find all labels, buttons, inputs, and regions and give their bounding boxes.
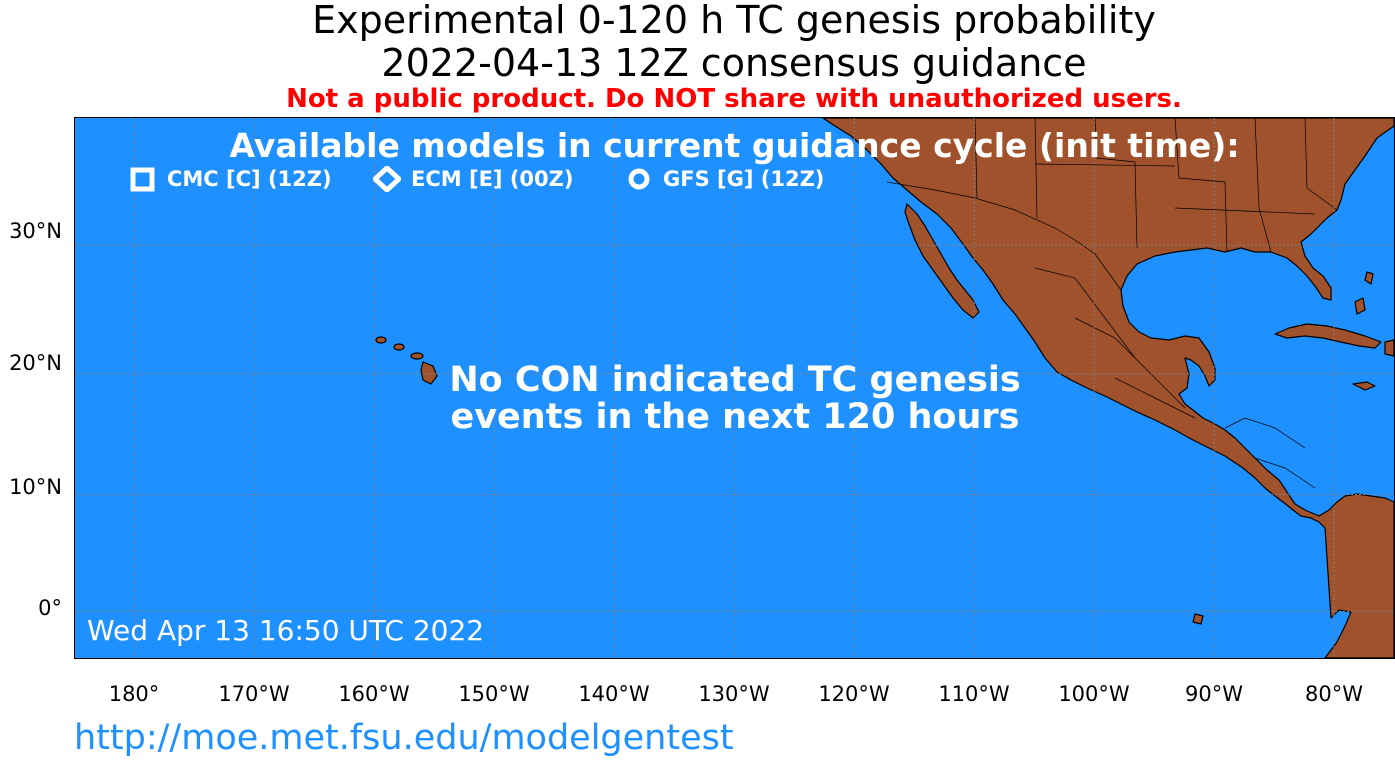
title-line-1: Experimental 0-120 h TC genesis probabil… xyxy=(312,0,1156,42)
lat-label-20n: 20°N xyxy=(9,351,62,375)
models-heading: Available models in current guidance cyc… xyxy=(229,126,1240,165)
lat-label-0: 0° xyxy=(38,596,62,620)
lon-label-140w: 140°W xyxy=(578,682,650,706)
hawaii-oahu xyxy=(393,343,405,351)
lon-label-120w: 120°W xyxy=(818,682,890,706)
legend-label-ecm: ECM [E] (00Z) xyxy=(411,167,574,191)
legend-label-cmc: CMC [C] (12Z) xyxy=(167,167,332,191)
state-border-h xyxy=(1174,207,1316,215)
lon-label-80w: 80°W xyxy=(1305,682,1363,706)
hollow-diamond-icon xyxy=(373,166,401,192)
state-border-b xyxy=(1034,118,1038,219)
timestamp: Wed Apr 13 16:50 UTC 2022 xyxy=(87,614,485,647)
central-america-2 xyxy=(1254,457,1316,489)
lat-label-30n: 30°N xyxy=(9,219,62,243)
mexico-state-1 xyxy=(1034,267,1136,359)
lon-label-100w: 100°W xyxy=(1058,682,1130,706)
legend-item-cmc: CMC [C] (12Z) xyxy=(129,166,332,192)
jamaica xyxy=(1352,381,1376,391)
bahamas xyxy=(1354,297,1366,315)
state-border-f xyxy=(1304,118,1338,211)
hawaii-kauai xyxy=(375,336,387,344)
hawaii-maui xyxy=(410,352,424,360)
state-border-g xyxy=(1034,163,1176,167)
hollow-square-icon xyxy=(130,167,155,192)
gridlines xyxy=(75,118,1394,658)
lon-label-90w: 90°W xyxy=(1185,682,1243,706)
mexico-state-3 xyxy=(1114,377,1196,419)
cuba xyxy=(1274,323,1382,349)
bahamas-2 xyxy=(1364,271,1374,285)
hispaniola xyxy=(1384,339,1394,357)
central-america-1 xyxy=(1224,417,1306,449)
state-border-a xyxy=(974,118,978,199)
legend-item-ecm: ECM [E] (00Z) xyxy=(373,166,573,192)
lon-label-170w: 170°W xyxy=(218,682,290,706)
land-masses xyxy=(375,118,1394,658)
legend-item-gfs: GFS [G] (12Z) xyxy=(625,166,824,192)
no-events-message: No CON indicated TC genesis events in th… xyxy=(415,362,1055,436)
mexico-state-2 xyxy=(1074,317,1186,409)
warning-text: Not a public product. Do NOT share with … xyxy=(286,84,1182,114)
lon-label-110w: 110°W xyxy=(938,682,1010,706)
hawaii-big-island xyxy=(420,361,438,385)
title-line-2: 2022-04-13 12Z consensus guidance xyxy=(381,41,1087,85)
state-border-e xyxy=(1254,118,1272,253)
map-panel[interactable]: Available models in current guidance cyc… xyxy=(74,117,1395,659)
north-america-landmass xyxy=(822,118,1394,658)
lat-label-10n: 10°N xyxy=(9,475,62,499)
galapagos xyxy=(1192,613,1204,625)
lon-label-150w: 150°W xyxy=(458,682,530,706)
map-canvas xyxy=(75,118,1394,658)
baja-california xyxy=(904,203,980,319)
source-url-link[interactable]: http://moe.met.fsu.edu/modelgentest xyxy=(74,718,734,758)
legend-label-gfs: GFS [G] (12Z) xyxy=(663,167,825,191)
no-events-line-2: events in the next 120 hours xyxy=(450,397,1020,437)
no-events-line-1: No CON indicated TC genesis xyxy=(449,360,1021,400)
us-mexico-border xyxy=(886,181,1122,291)
lon-label-130w: 130°W xyxy=(698,682,770,706)
state-border-d xyxy=(1174,118,1228,253)
state-border-c xyxy=(1094,118,1138,249)
hollow-circle-icon xyxy=(628,168,650,190)
lon-label-160w: 160°W xyxy=(338,682,410,706)
lon-label-180: 180° xyxy=(108,682,160,706)
political-borders xyxy=(886,118,1338,489)
